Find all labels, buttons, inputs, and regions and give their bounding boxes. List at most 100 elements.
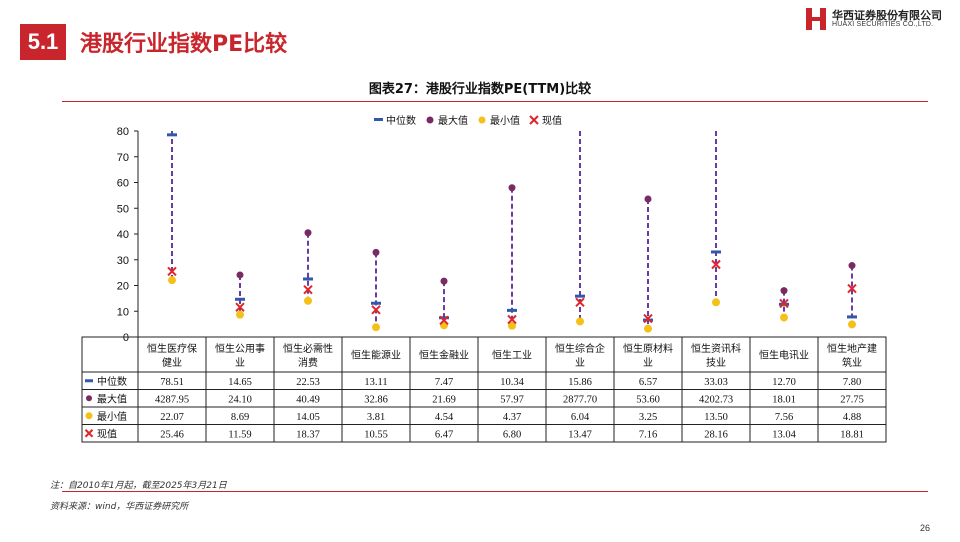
table-cell-value: 3.81 — [367, 412, 385, 423]
current-mark — [643, 313, 653, 324]
min-point — [168, 276, 176, 285]
max-point — [508, 184, 516, 192]
row-max-icon — [86, 395, 92, 402]
table-cell-value: 32.86 — [364, 394, 388, 405]
row-current-icon — [84, 429, 94, 438]
table-cell-value: 18.37 — [296, 429, 320, 440]
min-point — [236, 310, 244, 319]
median-mark — [575, 294, 585, 298]
source-note: 资料来源：wind，华西证券研究所 — [50, 502, 189, 512]
table-cell-value: 33.03 — [704, 377, 728, 388]
y-tick-label: 40 — [117, 229, 129, 241]
current-mark — [167, 266, 177, 277]
table-cell-value: 14.65 — [228, 377, 252, 388]
table-cell-value: 6.47 — [435, 429, 453, 440]
table-cell-value: 6.57 — [639, 377, 657, 388]
current-mark — [779, 298, 789, 309]
min-point — [644, 324, 652, 333]
category-label: 业 — [575, 357, 585, 369]
legend-max-icon — [426, 116, 434, 124]
category-label: 恒生公用事 — [215, 342, 265, 355]
table-cell-value: 7.80 — [843, 377, 861, 388]
category-label: 恒生医疗保 — [147, 342, 197, 355]
current-mark — [235, 302, 245, 312]
median-mark — [643, 318, 653, 322]
current-mark — [371, 305, 381, 315]
y-tick-label: 60 — [117, 178, 129, 190]
max-point — [304, 229, 312, 237]
category-label: 恒生必需性 — [283, 342, 333, 355]
legend-label-current: 现值 — [542, 114, 562, 127]
max-point — [848, 262, 856, 270]
table-cell-value: 18.81 — [840, 429, 864, 440]
footnote: 注：自2010年1月起，截至2025年3月21日 — [50, 481, 227, 491]
table-cell-value: 22.53 — [296, 377, 320, 388]
category-label: 恒生地产建 — [827, 342, 877, 355]
page-number: 26 — [920, 523, 931, 533]
legend-min-icon — [478, 116, 486, 124]
section-number-badge: 5.1 — [20, 24, 66, 60]
y-tick-label: 80 — [117, 126, 129, 138]
row-median-icon — [85, 379, 93, 383]
y-tick-label: 0 — [123, 332, 129, 344]
category-label: 业 — [235, 357, 245, 369]
category-label: 恒生资讯科 — [691, 342, 741, 355]
median-mark — [847, 315, 857, 319]
category-label: 恒生原材料 — [623, 342, 673, 355]
table-cell-value: 4.54 — [435, 412, 454, 423]
max-point — [236, 271, 244, 279]
median-mark — [235, 297, 245, 301]
table-cell-value: 53.60 — [636, 394, 660, 405]
legend-label-max: 最大值 — [438, 114, 468, 127]
table-cell-value: 10.34 — [500, 377, 524, 388]
table-cell-value: 15.86 — [568, 377, 592, 388]
median-mark — [371, 301, 381, 305]
table-cell-value: 13.47 — [568, 429, 592, 440]
category-label: 恒生金融业 — [419, 349, 469, 362]
table-cell-value: 3.25 — [639, 412, 657, 423]
table-cell-value: 40.49 — [296, 394, 320, 405]
table-cell-value: 7.47 — [435, 377, 453, 388]
table-cell-value: 13.50 — [704, 412, 728, 423]
min-point — [508, 321, 516, 330]
current-mark — [507, 314, 517, 325]
table-cell-value: 13.11 — [364, 377, 387, 388]
min-point — [780, 313, 788, 322]
table-cell-value: 28.16 — [704, 429, 728, 440]
table-cell-value: 21.69 — [432, 394, 456, 405]
current-mark — [575, 297, 585, 308]
table-cell-value: 22.07 — [160, 412, 184, 423]
legend-label-median: 中位数 — [386, 114, 416, 127]
table-cell-value: 7.16 — [639, 429, 657, 440]
y-tick-label: 30 — [117, 255, 129, 267]
current-mark — [847, 283, 857, 294]
table-cell-value: 4.88 — [843, 412, 861, 423]
table-cell-value: 57.97 — [500, 394, 524, 405]
table-cell-value: 25.46 — [160, 429, 184, 440]
category-label: 业 — [643, 357, 653, 369]
table-cell-value: 12.70 — [772, 377, 796, 388]
category-label: 恒生综合企 — [555, 342, 605, 355]
table-cell-value: 27.75 — [840, 394, 864, 405]
min-point — [848, 320, 856, 329]
legend-current-icon — [529, 115, 539, 125]
y-tick-label: 70 — [117, 152, 129, 164]
table-cell-value: 78.51 — [160, 377, 184, 388]
legend-label-min: 最小值 — [490, 114, 520, 127]
table-cell-value: 11.59 — [228, 429, 251, 440]
table-cell-value: 14.05 — [296, 412, 320, 423]
category-label: 健业 — [162, 357, 182, 369]
y-tick-label: 10 — [117, 306, 129, 318]
median-mark — [167, 133, 177, 137]
legend-median-icon — [374, 118, 383, 121]
table-cell-value: 13.04 — [772, 429, 796, 440]
category-label: 恒生能源业 — [351, 349, 401, 362]
category-label: 消费 — [298, 356, 318, 369]
current-mark — [439, 315, 449, 326]
min-point — [372, 323, 380, 332]
title-divider — [62, 101, 928, 102]
table-cell-value: 4.37 — [503, 412, 521, 423]
row-min-icon — [85, 412, 93, 420]
table-cell-value: 8.69 — [231, 412, 249, 423]
company-name-cn: 华西证券股份有限公司 — [832, 9, 942, 22]
